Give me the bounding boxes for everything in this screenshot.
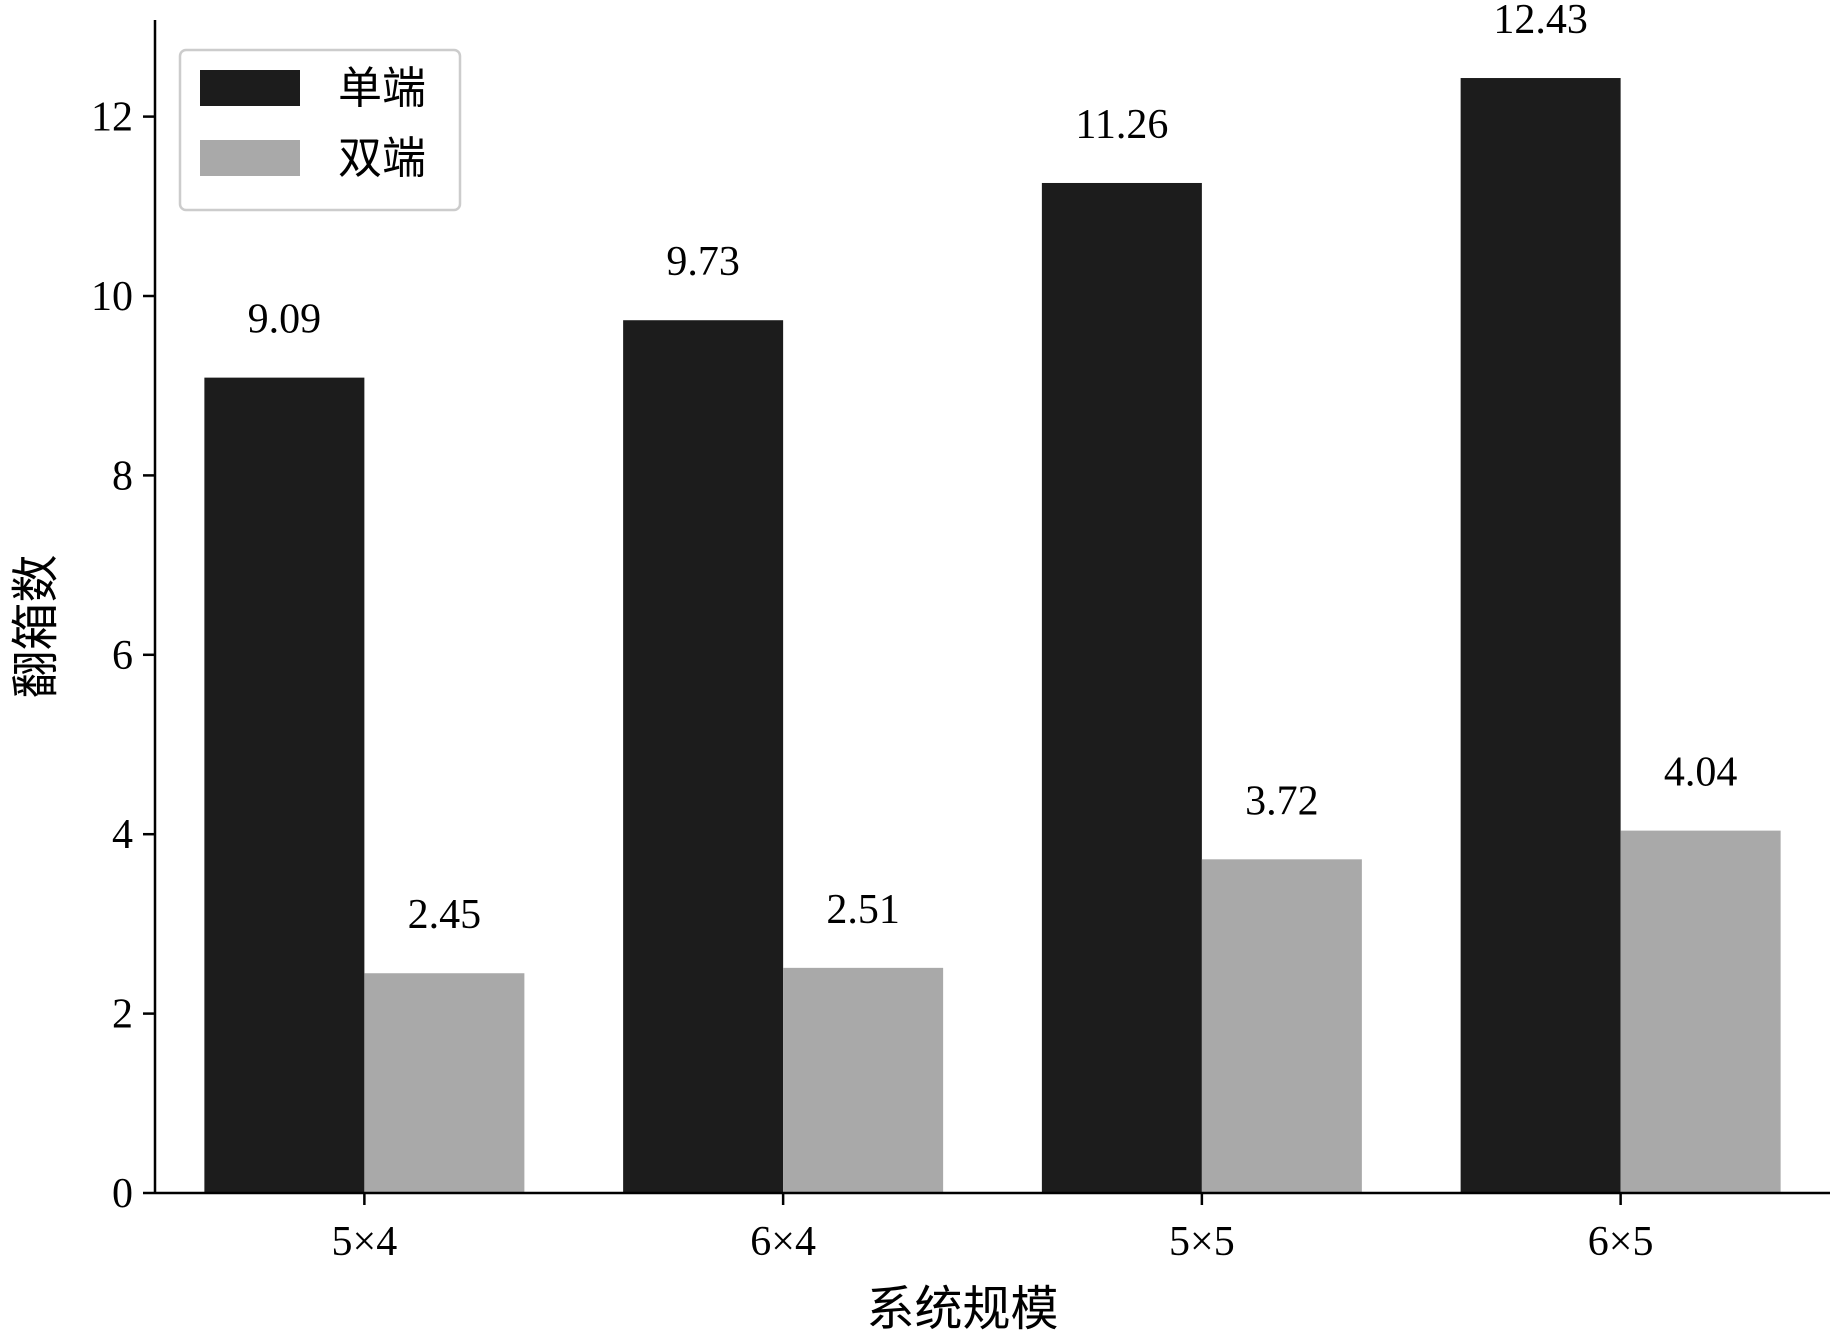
value-label-double-end-3: 3.72 [1245, 778, 1319, 824]
bar-double-end-3 [1201, 859, 1362, 1193]
y-tick-label: 4 [112, 812, 133, 858]
bar-single-end-3 [1041, 182, 1202, 1193]
x-tick-label: 6×4 [750, 1219, 816, 1265]
value-label-double-end-2: 2.51 [826, 887, 900, 933]
y-tick-label: 12 [91, 95, 133, 141]
legend-swatch-double-end [200, 140, 300, 176]
x-tick-label: 6×5 [1588, 1219, 1654, 1265]
bar-single-end-2 [623, 320, 784, 1193]
value-label-single-end-1: 9.09 [248, 297, 322, 343]
y-tick-label: 8 [112, 453, 133, 499]
bar-double-end-2 [783, 967, 944, 1193]
y-tick-label: 6 [112, 633, 133, 679]
value-label-single-end-4: 12.43 [1493, 0, 1588, 43]
value-label-single-end-2: 9.73 [666, 239, 740, 285]
y-tick-label: 10 [91, 274, 133, 320]
bar-single-end-4 [1460, 78, 1621, 1193]
x-tick-label: 5×5 [1169, 1219, 1235, 1265]
x-tick-label: 5×4 [332, 1219, 398, 1265]
x-ticks: 5×4 6×4 5×5 6×5 [332, 1193, 1654, 1265]
x-axis-title: 系统规模 [866, 1283, 1058, 1336]
bar-double-end-4 [1620, 830, 1781, 1193]
y-axis-title: 翻箱数 [10, 554, 63, 698]
value-label-single-end-3: 11.26 [1075, 102, 1168, 148]
bars-layer [204, 78, 1781, 1193]
legend-label-double-end: 双端 [338, 134, 426, 183]
axes-layer [153, 20, 1830, 1195]
value-label-double-end-4: 4.04 [1664, 750, 1738, 796]
y-tick-label: 2 [112, 992, 133, 1038]
value-labels-layer: 9.09 2.45 9.73 2.51 11.26 3.72 12.43 4.04 [248, 0, 1738, 938]
legend-label-single-end: 单端 [338, 64, 426, 113]
bar-single-end-1 [204, 377, 365, 1193]
y-tick-label: 0 [112, 1171, 133, 1217]
legend: 单端 双端 [178, 48, 462, 212]
legend-swatch-single-end [200, 70, 300, 106]
bar-double-end-1 [364, 973, 525, 1193]
value-label-double-end-1: 2.45 [408, 892, 482, 938]
y-ticks: 0 2 4 6 8 10 12 [91, 95, 155, 1217]
